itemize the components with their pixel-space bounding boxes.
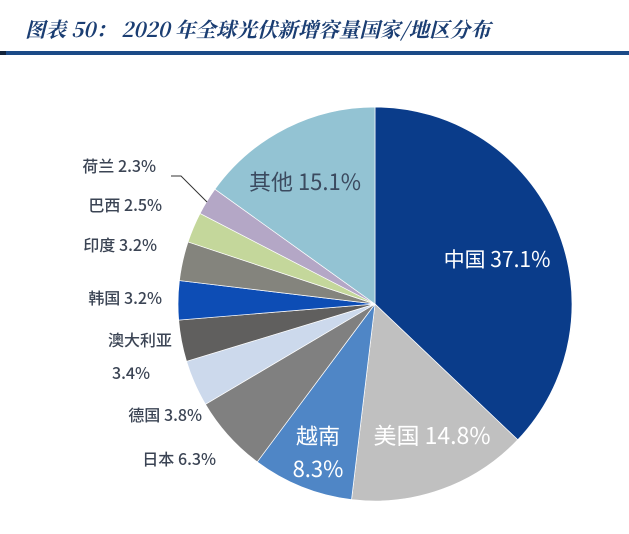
svg-text:越南: 越南 bbox=[296, 419, 340, 451]
svg-text:其他 15.1%: 其他 15.1% bbox=[249, 165, 361, 197]
svg-text:8.3%: 8.3% bbox=[293, 452, 344, 484]
svg-text:美国 14.8%: 美国 14.8% bbox=[373, 417, 490, 451]
svg-text:中国 37.1%: 中国 37.1% bbox=[444, 244, 551, 274]
